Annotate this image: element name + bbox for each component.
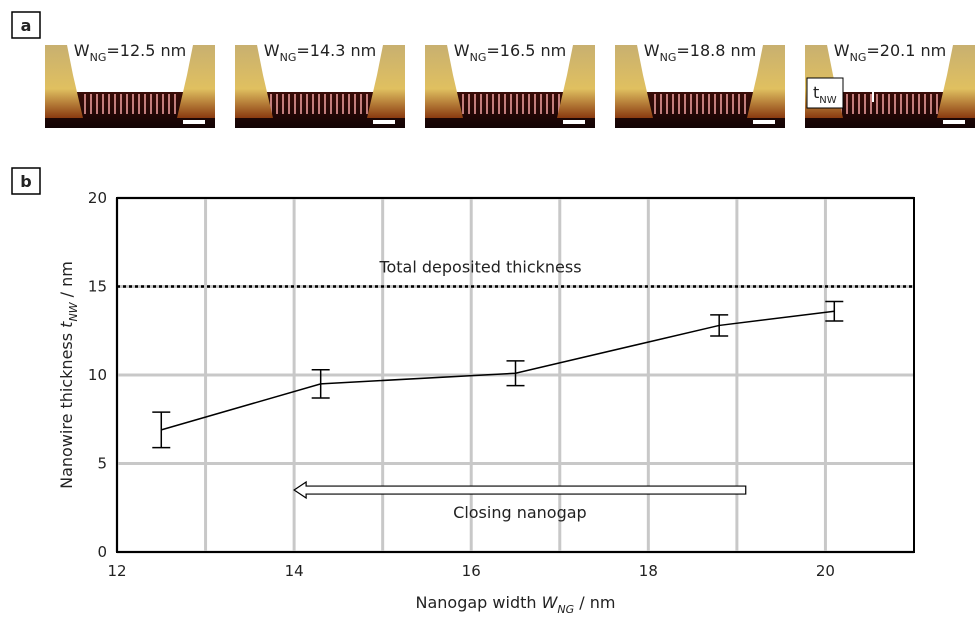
label-rest: =12.5 nm [106, 41, 186, 60]
label-sub: NG [660, 51, 677, 64]
figure: a b WNG=12.5 nmWNG=14.3 nmWNG=16.5 nmWNG… [0, 0, 980, 620]
axis-label-part: NW [67, 301, 80, 321]
label-sub: NG [280, 51, 297, 64]
y-tick-label: 10 [88, 366, 107, 384]
arrow [294, 482, 746, 498]
nanowire [650, 94, 750, 114]
axis-label-part: Nanowire thickness [57, 328, 76, 489]
x-axis-label: Nanogap width WNG / nm [416, 593, 616, 616]
x-tick-label: 20 [816, 562, 835, 580]
label-base: W [264, 41, 280, 60]
image-label: WNG=20.1 nm [834, 41, 946, 64]
label-rest: =18.8 nm [676, 41, 756, 60]
label-sub: NG [90, 51, 107, 64]
label-base: W [834, 41, 850, 60]
afm-image: WNG=14.3 nm [235, 41, 405, 128]
label-base: W [644, 41, 660, 60]
axis-label-part: / nm [57, 261, 76, 302]
scale-bar [183, 120, 205, 124]
chart: 0 5 10 15 20 12 14 16 18 20 Total deposited thickn… [57, 189, 914, 616]
y-tick-label: 0 [97, 543, 107, 561]
error-bar [710, 315, 728, 336]
axis-label-part: / nm [574, 593, 615, 612]
error-bar [825, 302, 843, 321]
image-label: WNG=18.8 nm [644, 41, 756, 64]
x-tick-label: 18 [639, 562, 658, 580]
x-tick-label: 14 [285, 562, 304, 580]
scale-bar [373, 120, 395, 124]
afm-image: WNG=16.5 nm [425, 41, 595, 128]
nanowire [840, 94, 940, 114]
y-tick-label: 20 [88, 189, 107, 207]
afm-image: WNG=18.8 nm [615, 41, 785, 128]
arrow-label: Closing nanogap [453, 503, 587, 522]
label-sub: NG [850, 51, 867, 64]
error-bar [152, 412, 170, 447]
axis-label-part: NG [557, 603, 574, 616]
axis-label-part: W [542, 593, 559, 612]
nanowire [460, 94, 560, 114]
annotation-sub: NW [819, 95, 836, 106]
label-base: W [74, 41, 90, 60]
label-base: W [454, 41, 470, 60]
scale-bar [943, 120, 965, 124]
reference-label: Total deposited thickness [378, 258, 581, 277]
scale-bar [563, 120, 585, 124]
label-rest: =14.3 nm [296, 41, 376, 60]
panel-label: a [21, 16, 32, 35]
label-rest: =20.1 nm [866, 41, 946, 60]
x-tick-label: 12 [107, 562, 126, 580]
scale-bar [753, 120, 775, 124]
data-line [161, 311, 834, 430]
y-tick-label: 15 [88, 278, 107, 296]
image-label: WNG=16.5 nm [454, 41, 566, 64]
image-label: WNG=14.3 nm [264, 41, 376, 64]
afm-image: WNG=12.5 nm [45, 41, 215, 128]
label-sub: NG [470, 51, 487, 64]
axis-label-part: Nanogap width [416, 593, 542, 612]
nanowire [80, 94, 180, 114]
nanowire [270, 94, 370, 114]
y-axis-label: Nanowire thickness tNW / nm [57, 261, 80, 489]
label-rest: =16.5 nm [486, 41, 566, 60]
x-tick-label: 16 [462, 562, 481, 580]
y-tick-label: 5 [97, 455, 107, 473]
image-label: WNG=12.5 nm [74, 41, 186, 64]
panel-label: b [20, 172, 31, 191]
